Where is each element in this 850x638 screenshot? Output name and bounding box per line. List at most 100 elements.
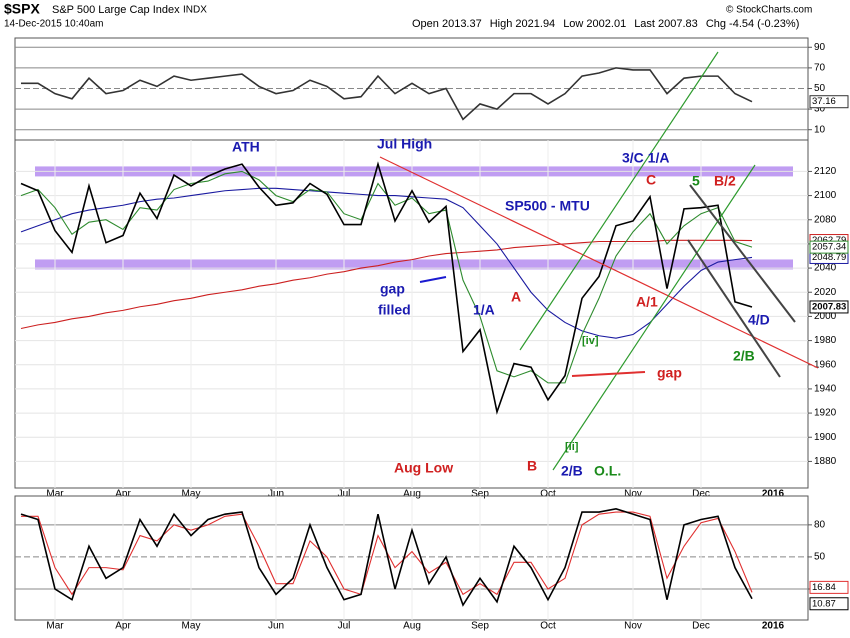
trendline <box>689 184 796 323</box>
value-label-box <box>809 597 849 611</box>
plot-layer: 90 70 50 30 10 37.16 1880 1900 1920 1940 1960 1980 2… <box>14 37 849 632</box>
annotations: ATH Jul High 3/C 1/A C 5 B/2 SP500 - MTU… <box>232 136 770 479</box>
quote-item: Last 2007.83 <box>634 18 698 30</box>
y-tick-label: 1960 <box>814 359 837 370</box>
y-tick-label: 10 <box>814 124 826 135</box>
annotation: O.L. <box>594 463 621 479</box>
y-tick-label: 1880 <box>814 456 837 467</box>
trendlines <box>379 51 819 471</box>
x-tick-label: Sep <box>471 621 489 632</box>
y-tick-label: 1980 <box>814 335 837 346</box>
trendline <box>552 164 756 471</box>
value-label-box <box>809 580 849 594</box>
zone-band <box>35 259 793 270</box>
value-label-box <box>809 300 849 314</box>
trendline <box>379 156 819 369</box>
y-tick-label: 2000 <box>814 311 837 322</box>
symbol: $SPX <box>4 1 40 17</box>
annotation: ATH <box>232 139 260 155</box>
quote-item: Low 2002.01 <box>563 18 626 30</box>
x-tick-label: Dec <box>692 621 710 632</box>
annotation: 1/A <box>473 302 495 318</box>
x-tick-label: Jun <box>268 489 284 500</box>
annotation: A <box>511 289 521 305</box>
annotation: SP500 - MTU <box>505 198 590 214</box>
datetime: 14-Dec-2015 10:40am <box>4 19 104 30</box>
copyright: © StockCharts.com <box>726 5 812 16</box>
value-label: 37.16 <box>812 96 836 107</box>
annotation: filled <box>378 302 411 318</box>
quote-item: Chg -4.54 (-0.23%) <box>706 18 800 30</box>
x-tick-label: May <box>182 621 201 632</box>
y-tick-label: 30 <box>814 104 826 115</box>
value-label: 16.84 <box>812 582 836 593</box>
x-tick-label: Apr <box>115 489 131 500</box>
y-tick-label: 50 <box>814 552 826 563</box>
y-tick-label: 1900 <box>814 432 837 443</box>
x-tick-label: Mar <box>46 489 64 500</box>
arrow <box>571 371 646 377</box>
trendline <box>687 239 781 378</box>
annotation: 3/C 1/A <box>622 150 669 166</box>
annotation: Jul High <box>377 136 432 152</box>
annotation: B/2 <box>714 173 736 189</box>
y-tick-label: 2100 <box>814 190 837 201</box>
annotation: [ii] <box>565 441 579 453</box>
x-tick-label: Nov <box>624 621 642 632</box>
y-tick-label: 2020 <box>814 287 837 298</box>
trendline <box>519 51 719 351</box>
value-label: 2062.79 <box>812 235 846 246</box>
annotation: 2/B <box>733 348 755 364</box>
y-tick-label: 80 <box>814 520 826 531</box>
arrow <box>419 276 447 283</box>
annotation: 5 <box>692 173 700 189</box>
series-line <box>20 161 753 415</box>
y-tick-label: 2040 <box>814 263 837 274</box>
annotation: 2/B <box>561 463 583 479</box>
x-tick-label: May <box>182 489 201 500</box>
series-line <box>20 187 753 339</box>
series-line <box>21 67 753 121</box>
y-tick-label: 2120 <box>814 166 837 177</box>
y-tick-label: 50 <box>814 83 826 94</box>
x-tick-label: Oct <box>540 489 556 500</box>
x-tick-label: Sep <box>471 489 489 500</box>
x-tick-label: Nov <box>624 489 642 500</box>
x-tick-label: Jun <box>268 621 284 632</box>
annotation: B <box>527 458 537 474</box>
annotation: C <box>646 172 656 188</box>
x-tick-label: Aug <box>403 621 421 632</box>
exchange: INDX <box>183 5 207 16</box>
x-tick-label: Aug <box>403 489 421 500</box>
x-tick-label: 2016 <box>762 621 785 632</box>
symbol-name: S&P 500 Large Cap Index <box>52 4 180 16</box>
x-tick-label: Apr <box>115 621 131 632</box>
x-tick-label: Dec <box>692 489 710 500</box>
value-label-box <box>809 95 849 109</box>
y-tick-label: 90 <box>814 42 826 53</box>
annotation: A/1 <box>636 294 658 310</box>
value-label: 2007.83 <box>812 301 846 312</box>
series-line <box>20 239 753 330</box>
quote: Open 2013.37 High 2021.94 Low 2002.01 Last … <box>412 18 799 30</box>
value-label-box <box>809 240 849 254</box>
annotation: Aug Low <box>394 460 453 476</box>
x-tick-label: Mar <box>46 621 64 632</box>
x-tick-label: 2016 <box>762 489 785 500</box>
annotation: 4/D <box>748 312 770 328</box>
value-label: 10.87 <box>812 598 836 609</box>
quote-item: High 2021.94 <box>490 18 555 30</box>
y-tick-label: 2080 <box>814 214 837 225</box>
x-tick-label: Jul <box>338 489 351 500</box>
annotation: [iv] <box>582 335 599 347</box>
value-label: 2048.79 <box>812 252 846 263</box>
y-tick-label: 1920 <box>814 408 837 419</box>
y-tick-label: 1940 <box>814 384 837 395</box>
x-tick-label: Oct <box>540 621 556 632</box>
annotation: gap <box>657 365 682 381</box>
annotation: gap <box>380 281 405 297</box>
y-tick-label: 70 <box>814 63 826 74</box>
value-label: 2057.34 <box>812 242 846 253</box>
quote-item: Open 2013.37 <box>412 18 482 30</box>
